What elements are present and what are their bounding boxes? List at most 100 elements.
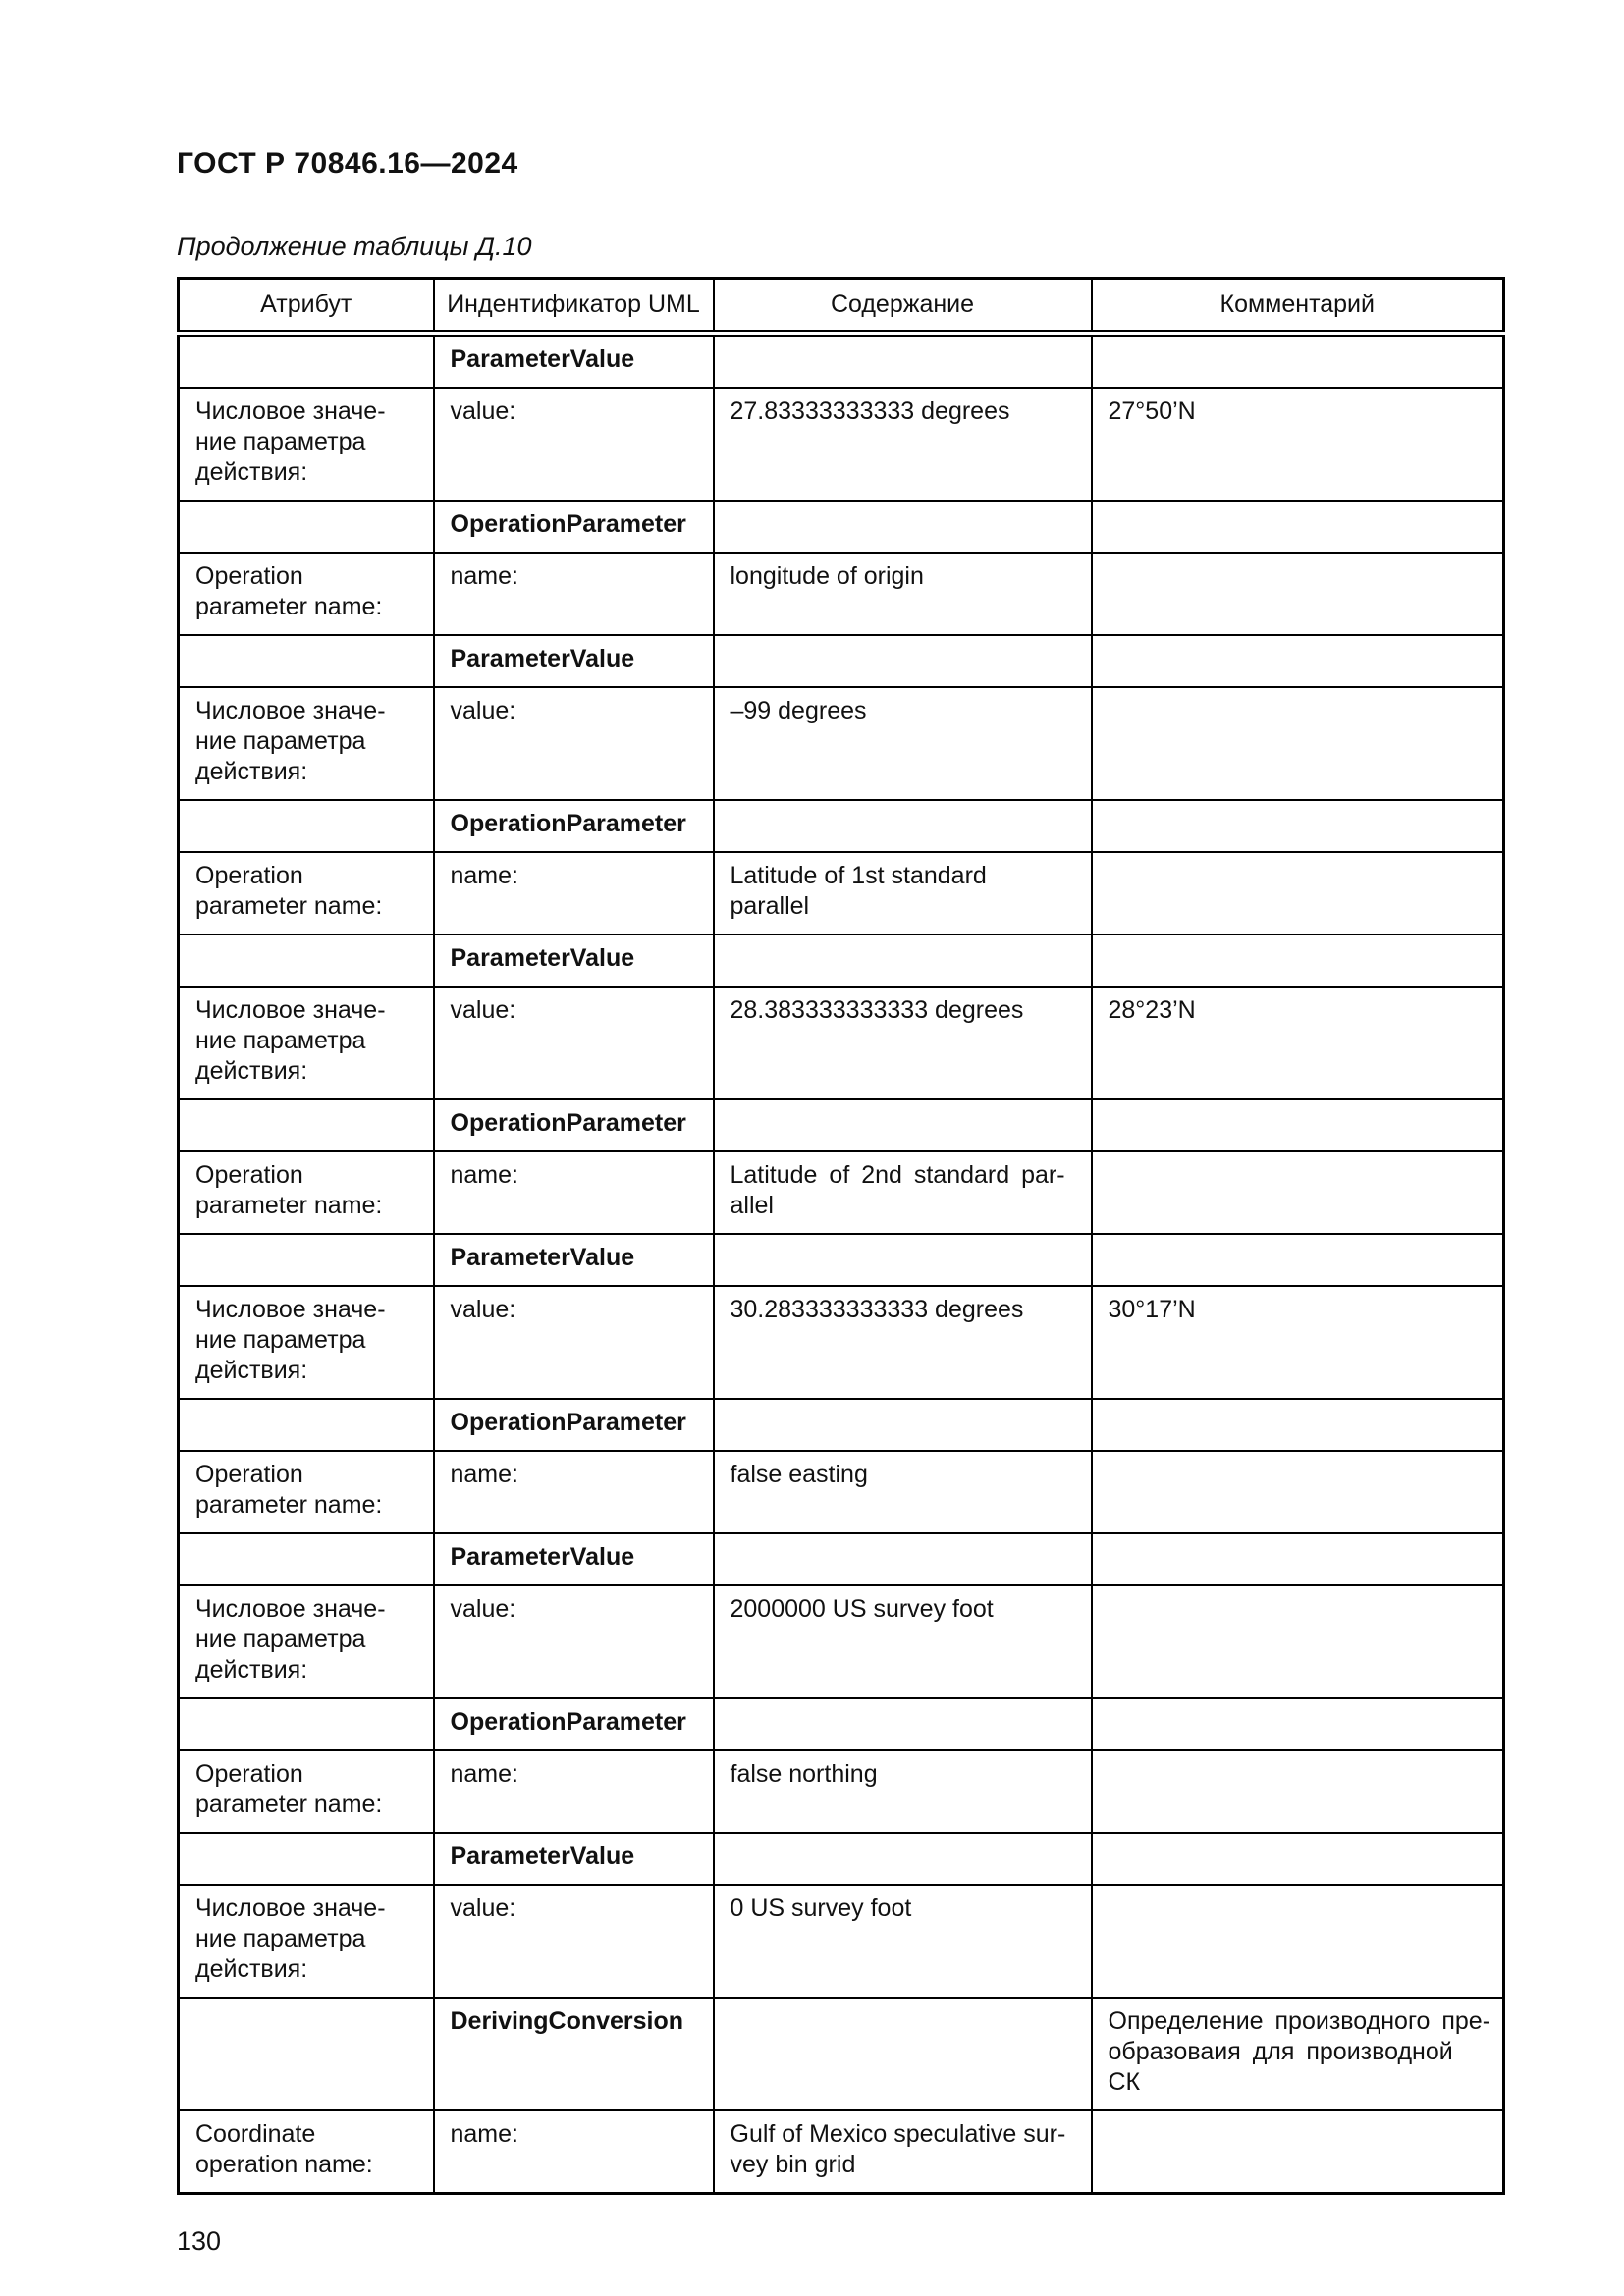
content-cell xyxy=(712,1697,1093,1751)
content-cell xyxy=(712,634,1093,688)
page-number: 130 xyxy=(177,2226,222,2256)
table-row: ParameterValue xyxy=(177,1832,1505,1886)
table-row: OperationParameter xyxy=(177,1398,1505,1452)
uml-identifier-cell: ParameterValue xyxy=(432,634,715,688)
table-row: DerivingConversion Определение производно… xyxy=(177,1997,1505,2111)
attr-cell: Operation parameter name: xyxy=(177,1150,435,1235)
uml-identifier-cell: OperationParameter xyxy=(432,799,715,853)
attr-cell xyxy=(177,1697,435,1751)
comment-cell xyxy=(1090,552,1505,636)
content-cell xyxy=(712,1832,1093,1886)
column-header: Индентификатор UML xyxy=(432,277,715,337)
uml-identifier-cell: OperationParameter xyxy=(432,1697,715,1751)
attr-cell xyxy=(177,934,435,988)
content-cell xyxy=(712,799,1093,853)
table-row: OperationParameter xyxy=(177,500,1505,554)
comment-cell xyxy=(1090,1398,1505,1452)
uml-identifier-cell: value: xyxy=(432,686,715,801)
comment-cell xyxy=(1090,686,1505,801)
content-cell: 2000000 US survey foot xyxy=(712,1584,1093,1699)
uml-identifier-cell: OperationParameter xyxy=(432,500,715,554)
uml-identifier-cell: OperationParameter xyxy=(432,1398,715,1452)
uml-identifier-cell: ParameterValue xyxy=(432,934,715,988)
table-row: ParameterValue xyxy=(177,634,1505,688)
content-cell xyxy=(712,1532,1093,1586)
content-cell: –99 degrees xyxy=(712,686,1093,801)
comment-cell xyxy=(1090,1098,1505,1152)
uml-identifier-cell: ParameterValue xyxy=(432,332,715,389)
table-row: Числовое значе- ние параметра действия: v… xyxy=(177,1285,1505,1400)
content-cell: false northing xyxy=(712,1749,1093,1834)
attr-cell: Operation parameter name: xyxy=(177,552,435,636)
comment-cell xyxy=(1090,1233,1505,1287)
uml-identifier-cell: name: xyxy=(432,851,715,935)
table-row: ParameterValue xyxy=(177,934,1505,988)
table-row: Числовое значе- ние параметра действия: v… xyxy=(177,686,1505,801)
content-cell xyxy=(712,500,1093,554)
content-cell xyxy=(712,1997,1093,2111)
table-body: ParameterValue Числовое значе- ние параме… xyxy=(177,332,1505,2195)
attr-cell xyxy=(177,1098,435,1152)
table-row: ParameterValue xyxy=(177,1532,1505,1586)
comment-cell xyxy=(1090,1584,1505,1699)
uml-identifier-cell: name: xyxy=(432,1749,715,1834)
attr-cell: Operation parameter name: xyxy=(177,1450,435,1534)
uml-identifier-cell: value: xyxy=(432,1884,715,1999)
uml-identifier-cell: value: xyxy=(432,986,715,1100)
attr-cell: Числовое значе- ние параметра действия: xyxy=(177,686,435,801)
attr-cell xyxy=(177,1233,435,1287)
continuation-table: Атрибут Индентификатор UML Содержание Комме… xyxy=(177,277,1505,2195)
table-row: ParameterValue xyxy=(177,332,1505,389)
attr-cell: Числовое значе- ние параметра действия: xyxy=(177,1884,435,1999)
comment-cell xyxy=(1090,500,1505,554)
uml-identifier-cell: value: xyxy=(432,1285,715,1400)
table-row: ParameterValue xyxy=(177,1233,1505,1287)
content-cell: Latitude of 1st standard parallel xyxy=(712,851,1093,935)
column-header: Содержание xyxy=(712,277,1093,337)
uml-identifier-cell: DerivingConversion xyxy=(432,1997,715,2111)
content-cell xyxy=(712,1098,1093,1152)
comment-cell xyxy=(1090,1450,1505,1534)
uml-identifier-cell: ParameterValue xyxy=(432,1832,715,1886)
attr-cell xyxy=(177,332,435,389)
uml-identifier-cell: name: xyxy=(432,552,715,636)
comment-cell xyxy=(1090,1697,1505,1751)
comment-cell: 30°17’N xyxy=(1090,1285,1505,1400)
attr-cell xyxy=(177,1832,435,1886)
table-row: Operation parameter name: name: longitude … xyxy=(177,552,1505,636)
uml-identifier-cell: ParameterValue xyxy=(432,1233,715,1287)
content-cell: 28.383333333333 degrees xyxy=(712,986,1093,1100)
attr-cell xyxy=(177,1398,435,1452)
content-cell xyxy=(712,1233,1093,1287)
content-cell: 0 US survey foot xyxy=(712,1884,1093,1999)
comment-cell: 28°23’N xyxy=(1090,986,1505,1100)
content-cell: 27.83333333333 degrees xyxy=(712,387,1093,502)
table-row: OperationParameter xyxy=(177,799,1505,853)
attr-cell: Operation parameter name: xyxy=(177,1749,435,1834)
uml-identifier-cell: name: xyxy=(432,1150,715,1235)
attr-cell: Числовое значе- ние параметра действия: xyxy=(177,986,435,1100)
table-header-row: Атрибут Индентификатор UML Содержание Комме… xyxy=(177,277,1505,337)
attr-cell: Числовое значе- ние параметра действия: xyxy=(177,1584,435,1699)
attr-cell xyxy=(177,1997,435,2111)
content-cell xyxy=(712,934,1093,988)
doc-header: ГОСТ Р 70846.16—2024 xyxy=(177,147,518,180)
comment-cell xyxy=(1090,799,1505,853)
attr-cell xyxy=(177,634,435,688)
attr-cell: Числовое значе- ние параметра действия: xyxy=(177,1285,435,1400)
uml-identifier-cell: value: xyxy=(432,1584,715,1699)
table-row: Coordinate operation name: name: Gulf of M… xyxy=(177,2109,1505,2195)
table-caption: Продолжение таблицы Д.10 xyxy=(177,232,532,261)
uml-identifier-cell: name: xyxy=(432,2109,715,2195)
column-header: Атрибут xyxy=(177,277,435,337)
table-row: Operation parameter name: name: Latitude o… xyxy=(177,1150,1505,1235)
comment-cell: Определение производного пре- образоваия… xyxy=(1090,1997,1505,2111)
comment-cell: 27°50’N xyxy=(1090,387,1505,502)
table-row: Числовое значе- ние параметра действия: v… xyxy=(177,1584,1505,1699)
uml-identifier-cell: OperationParameter xyxy=(432,1098,715,1152)
attr-cell: Coordinate operation name: xyxy=(177,2109,435,2195)
table-header: Атрибут Индентификатор UML Содержание Комме… xyxy=(177,277,1505,337)
comment-cell xyxy=(1090,634,1505,688)
content-cell: false easting xyxy=(712,1450,1093,1534)
